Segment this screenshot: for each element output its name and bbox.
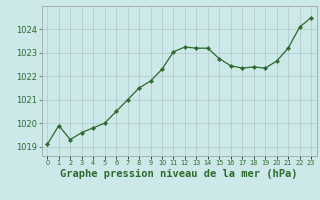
X-axis label: Graphe pression niveau de la mer (hPa): Graphe pression niveau de la mer (hPa): [60, 169, 298, 179]
